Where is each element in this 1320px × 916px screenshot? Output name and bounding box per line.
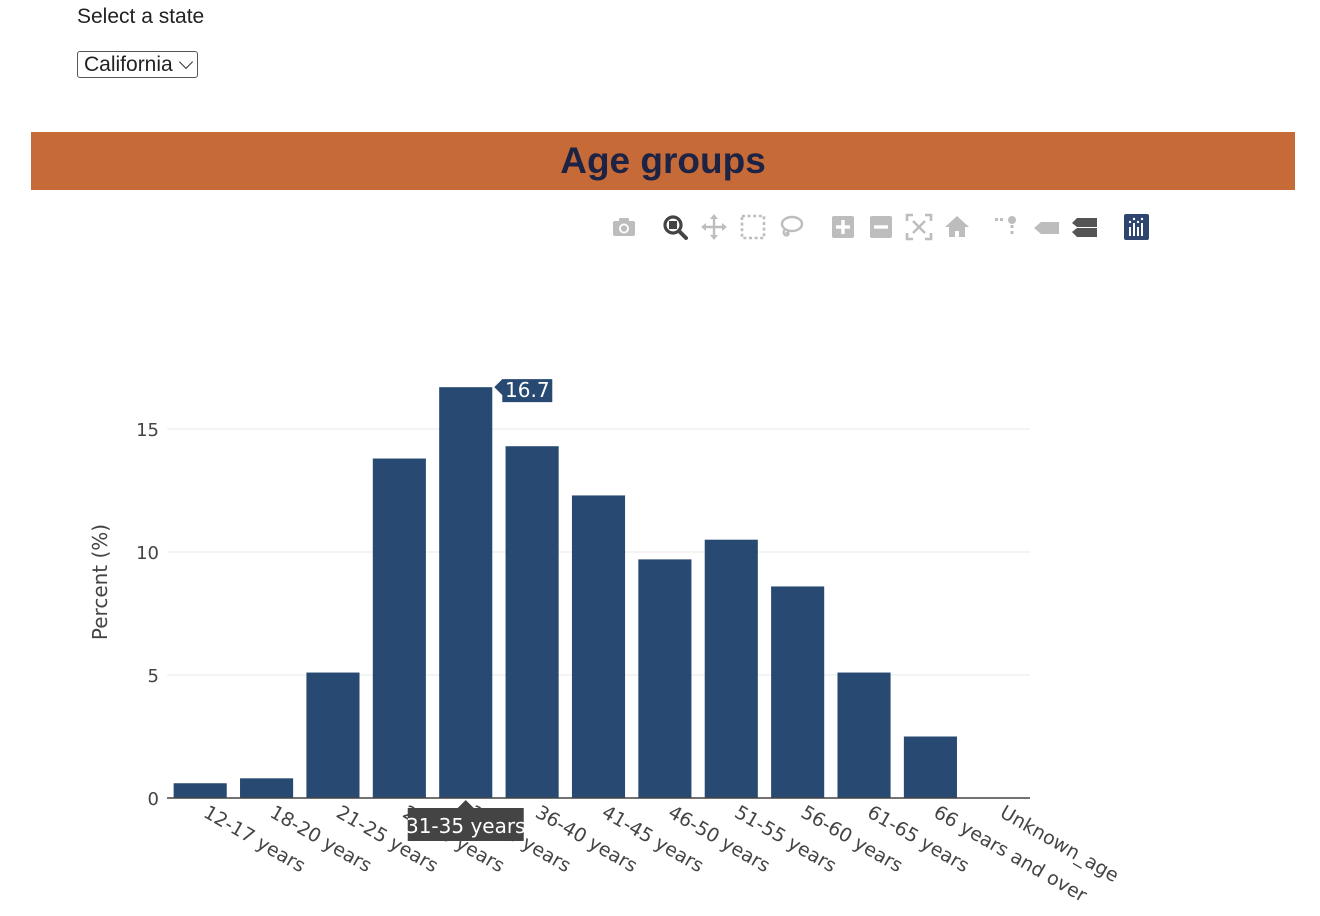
lasso-select-button[interactable]	[775, 210, 807, 244]
y-tick-label: 15	[136, 420, 159, 441]
pan-icon	[701, 214, 727, 240]
bar[interactable]	[771, 586, 825, 798]
pan-button[interactable]	[698, 210, 730, 244]
autoscale-icon	[905, 213, 933, 241]
bar[interactable]	[173, 783, 227, 798]
state-select-label: Select a state	[77, 5, 205, 28]
zoom-in-button[interactable]	[827, 210, 859, 244]
bar[interactable]	[571, 495, 626, 798]
bar[interactable]	[306, 672, 360, 798]
hover-value-box	[494, 379, 553, 403]
lasso-select-icon	[780, 215, 804, 237]
zoom-icon	[663, 215, 688, 240]
hover-closest-icon	[1034, 222, 1059, 234]
state-dropdown[interactable]: California	[77, 51, 198, 78]
spike-lines-button[interactable]	[992, 210, 1024, 244]
plotly-logo-button[interactable]	[1120, 210, 1152, 244]
bar[interactable]	[903, 736, 957, 799]
hover-category-label: 31-35 years	[406, 814, 526, 838]
hover-compare-icon	[1072, 218, 1097, 237]
reset-axes-button[interactable]	[941, 210, 973, 244]
home-icon	[945, 216, 969, 237]
zoom-in-icon	[832, 216, 854, 238]
bar[interactable]	[372, 458, 426, 798]
bar[interactable]	[439, 387, 493, 798]
zoom-button[interactable]	[659, 210, 691, 244]
camera-icon	[613, 218, 635, 236]
chart-bars	[173, 387, 957, 799]
banner-title: Age groups	[560, 140, 766, 181]
bar[interactable]	[240, 778, 294, 798]
spike-lines-icon	[995, 216, 1016, 234]
bar[interactable]	[704, 539, 758, 798]
zoom-out-button[interactable]	[865, 210, 897, 244]
bar[interactable]	[638, 559, 692, 798]
y-tick-labels: 0 5 10 15	[136, 420, 159, 810]
bar[interactable]	[837, 672, 891, 798]
bar[interactable]	[505, 446, 559, 798]
chart-banner: Age groups	[31, 132, 1295, 190]
y-tick-label: 5	[148, 666, 159, 687]
y-axis-title: Percent (%)	[88, 524, 112, 640]
state-dropdown-value: California	[84, 52, 173, 76]
camera-button[interactable]	[608, 210, 640, 244]
zoom-out-icon	[870, 216, 892, 238]
y-tick-label: 0	[148, 789, 159, 810]
y-tick-label: 10	[136, 543, 159, 564]
hover-closest-button[interactable]	[1031, 210, 1063, 244]
hover-category-box	[407, 800, 524, 841]
hover-value-label: 16.7	[505, 378, 550, 402]
hover-compare-button[interactable]	[1069, 210, 1101, 244]
hover-tooltip: 16.7 31-35 years	[406, 378, 553, 841]
plotly-logo-icon	[1124, 214, 1149, 240]
autoscale-button[interactable]	[903, 210, 935, 244]
